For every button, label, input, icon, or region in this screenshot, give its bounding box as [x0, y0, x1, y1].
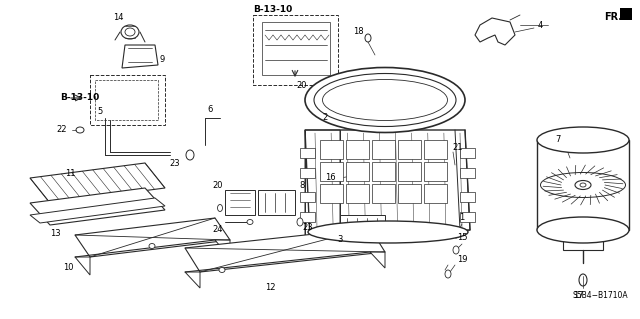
Text: 3: 3 — [337, 235, 342, 244]
Text: 23: 23 — [303, 224, 314, 233]
Text: 10: 10 — [63, 263, 73, 272]
Text: B-13-10: B-13-10 — [60, 93, 99, 102]
Polygon shape — [398, 162, 421, 181]
Text: 1: 1 — [460, 213, 465, 222]
Polygon shape — [475, 18, 515, 45]
Text: 21: 21 — [452, 144, 463, 152]
Text: 17: 17 — [573, 291, 583, 300]
Polygon shape — [75, 257, 90, 275]
Text: 19: 19 — [457, 256, 467, 264]
Polygon shape — [320, 162, 343, 181]
Ellipse shape — [219, 268, 225, 272]
Ellipse shape — [445, 270, 451, 278]
Ellipse shape — [305, 68, 465, 132]
Ellipse shape — [365, 34, 371, 42]
Polygon shape — [30, 188, 165, 225]
Ellipse shape — [247, 219, 253, 225]
Polygon shape — [372, 140, 395, 159]
Text: 14: 14 — [113, 13, 124, 23]
Ellipse shape — [356, 170, 364, 180]
Ellipse shape — [297, 218, 303, 226]
Polygon shape — [563, 235, 603, 250]
Ellipse shape — [121, 25, 139, 39]
Ellipse shape — [453, 230, 459, 238]
Text: 9: 9 — [159, 56, 164, 64]
Text: 4: 4 — [538, 20, 543, 29]
Text: 11: 11 — [65, 168, 76, 177]
Polygon shape — [300, 192, 315, 202]
Polygon shape — [460, 192, 475, 202]
Text: S5B4−B1710A: S5B4−B1710A — [572, 291, 628, 300]
Polygon shape — [460, 212, 475, 222]
Ellipse shape — [537, 217, 629, 243]
Polygon shape — [185, 228, 385, 272]
Ellipse shape — [218, 204, 223, 211]
Polygon shape — [460, 168, 475, 178]
Text: 6: 6 — [207, 106, 212, 115]
Polygon shape — [346, 184, 369, 203]
Text: 18: 18 — [353, 27, 364, 36]
Polygon shape — [346, 140, 369, 159]
Ellipse shape — [186, 150, 194, 160]
Polygon shape — [372, 162, 395, 181]
Ellipse shape — [308, 221, 468, 243]
Ellipse shape — [149, 243, 155, 249]
Ellipse shape — [579, 274, 587, 286]
Polygon shape — [620, 8, 632, 20]
Polygon shape — [30, 198, 165, 223]
Polygon shape — [300, 168, 315, 178]
Polygon shape — [258, 190, 295, 215]
Polygon shape — [122, 45, 158, 68]
Ellipse shape — [537, 127, 629, 153]
Polygon shape — [424, 140, 447, 159]
Text: 7: 7 — [556, 136, 561, 145]
Text: 24: 24 — [212, 226, 223, 234]
Text: 2: 2 — [323, 114, 328, 122]
Polygon shape — [75, 218, 230, 257]
Text: 15: 15 — [457, 234, 467, 242]
Text: 8: 8 — [300, 181, 305, 189]
Polygon shape — [305, 130, 340, 240]
Text: 5: 5 — [97, 108, 102, 116]
Polygon shape — [320, 184, 343, 203]
Text: 23: 23 — [170, 159, 180, 167]
Polygon shape — [30, 163, 165, 203]
Polygon shape — [300, 148, 315, 158]
Polygon shape — [424, 184, 447, 203]
Polygon shape — [424, 162, 447, 181]
Text: 20: 20 — [297, 81, 307, 91]
Text: 12: 12 — [265, 284, 275, 293]
Text: 20: 20 — [212, 181, 223, 189]
Text: 22: 22 — [57, 125, 67, 135]
Polygon shape — [460, 148, 475, 158]
Polygon shape — [185, 272, 200, 288]
Polygon shape — [340, 215, 385, 235]
Ellipse shape — [580, 183, 586, 187]
Polygon shape — [398, 140, 421, 159]
Text: 13: 13 — [50, 228, 60, 238]
Polygon shape — [300, 212, 315, 222]
Text: 16: 16 — [324, 174, 335, 182]
Ellipse shape — [76, 127, 84, 133]
Polygon shape — [370, 252, 385, 268]
Polygon shape — [225, 190, 255, 215]
Polygon shape — [320, 140, 343, 159]
Ellipse shape — [575, 181, 591, 189]
Polygon shape — [398, 184, 421, 203]
Polygon shape — [346, 162, 369, 181]
Text: FR.: FR. — [604, 12, 622, 22]
Polygon shape — [215, 240, 230, 258]
Text: B-13-10: B-13-10 — [253, 5, 292, 14]
Ellipse shape — [453, 246, 459, 254]
Polygon shape — [372, 184, 395, 203]
